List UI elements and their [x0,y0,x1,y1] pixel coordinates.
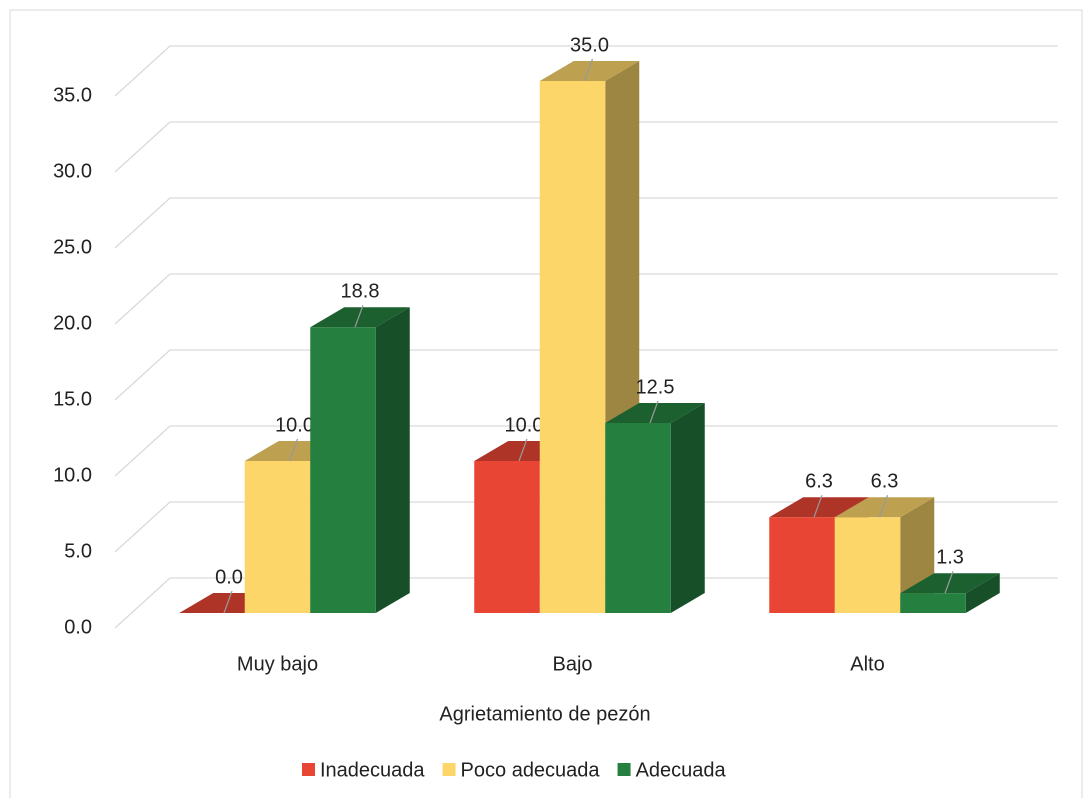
legend-label: Inadecuada [320,759,425,781]
leader-line [878,495,889,518]
value-label: 6.3 [805,471,833,493]
bar [769,517,835,613]
bar-top [605,403,705,423]
y-tick-label: 30.0 [53,160,92,182]
legend-swatch [617,763,631,776]
leader-line [649,400,659,424]
leader-line [354,305,364,328]
grid-line [114,273,1058,325]
value-label: 0.0 [215,566,243,588]
value-label: 1.3 [936,547,964,569]
bar [539,81,606,613]
bar [834,517,901,613]
bar [474,461,540,613]
y-tick-label: 35.0 [53,84,92,106]
legend-swatch [302,763,315,776]
grid-line [114,197,1058,249]
leader-line [288,438,299,462]
grid-line [114,501,1058,553]
x-axis-title: Agrietamiento de pezón [439,703,650,725]
legend-swatch [442,763,456,776]
legend-label: Poco adecuada [461,759,601,781]
leader-line [223,590,233,614]
leader-line [583,58,594,82]
grid-line [114,121,1058,173]
bar-side [670,403,705,613]
leader-line [813,495,823,518]
grid-line [114,349,1058,401]
y-tick-label: 0.0 [64,616,92,638]
grid-line [114,45,1058,97]
y-tick-label: 25.0 [53,236,92,258]
bar [310,327,376,613]
y-tick-label: 5.0 [64,540,92,562]
y-tick-label: 15.0 [53,388,92,410]
value-label: 10.0 [505,414,544,436]
bar [605,423,671,613]
bar [244,461,311,613]
y-tick-label: 20.0 [53,312,92,334]
bar-top [834,497,935,518]
grid-line [114,425,1058,477]
legend-label: Adecuada [636,759,727,781]
bar-side [965,573,1000,613]
x-tick-label: Bajo [552,653,592,675]
value-label: 18.8 [341,281,380,303]
bar [900,593,966,613]
bar-top [539,61,640,81]
bar-side [375,307,410,613]
leader-line [518,438,528,462]
y-tick-label: 10.0 [53,464,92,486]
x-tick-label: Alto [850,653,884,675]
grid-line [114,577,1058,629]
bar-top [310,307,410,328]
x-tick-label: Muy bajo [237,653,318,675]
value-label: 12.5 [636,376,675,398]
bar-top [769,497,869,518]
value-label: 6.3 [871,471,899,493]
leader-line [944,571,954,594]
value-label: 10.0 [275,414,314,436]
value-label: 35.0 [570,34,609,56]
bar-top [900,573,1000,594]
